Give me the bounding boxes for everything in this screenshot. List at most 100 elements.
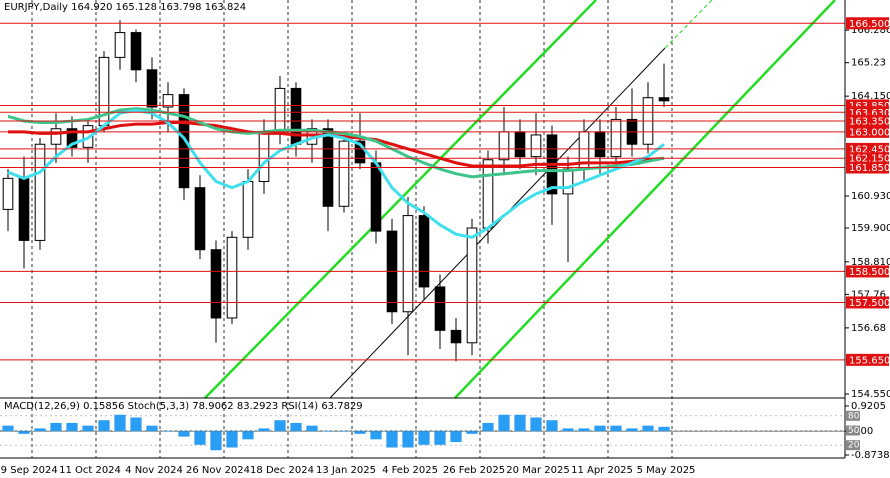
histogram-bar: [658, 426, 670, 432]
histogram-bar: [98, 420, 110, 432]
candle-body: [210, 249, 222, 319]
histogram-bar: [290, 422, 302, 432]
candle-body: [178, 94, 190, 189]
candle-body: [658, 97, 670, 102]
histogram-bar: [338, 431, 350, 432]
histogram-bar: [210, 431, 222, 451]
candle-body: [18, 177, 30, 241]
candle-body: [530, 134, 542, 158]
level-label: 155.650: [849, 355, 890, 366]
candle-body: [498, 131, 510, 161]
level-label: 166.500: [849, 19, 890, 30]
y-tick-label: 159.900: [851, 223, 890, 234]
chart-title: EURJPY,Daily 164.920 165.128 163.798 163…: [4, 2, 246, 13]
histogram-bar: [258, 428, 270, 432]
y-tick-label: 0.00: [851, 426, 873, 437]
grid-layer: [0, 0, 845, 458]
histogram-bar: [402, 431, 414, 448]
histogram-bar: [642, 425, 654, 432]
histogram-bar: [450, 431, 462, 443]
candle-body: [434, 286, 446, 331]
level-label: 157.500: [849, 298, 890, 309]
candle-body: [242, 180, 254, 238]
histogram-bar: [354, 431, 366, 434]
level-tag: [846, 142, 889, 155]
candle-body: [194, 187, 206, 251]
histogram-bar: [562, 428, 574, 432]
x-tick-label: 18 Dec 2024: [250, 465, 314, 476]
level-tag: [846, 353, 889, 366]
x-tick-label: 26 Nov 2024: [186, 465, 250, 476]
candle-body: [562, 168, 574, 195]
y-tick-label: 164.150: [851, 91, 890, 102]
histogram-bar: [146, 425, 158, 432]
histogram-bar: [434, 431, 446, 445]
y-tick-label: 154.550: [851, 389, 890, 400]
histogram-bar: [386, 431, 398, 448]
y-tick-label: 0.9205: [851, 401, 886, 412]
candle-body: [2, 177, 14, 210]
level-label: 163.000: [849, 127, 890, 138]
y2-tick-box: [846, 425, 860, 436]
histogram-bar: [226, 431, 238, 448]
candle-body: [114, 32, 126, 58]
candle-body: [402, 215, 414, 313]
histogram-bar: [162, 431, 174, 432]
histogram-bar: [626, 428, 638, 432]
candle-body: [34, 143, 46, 241]
candle-body: [130, 32, 142, 71]
histogram-bar: [418, 431, 430, 445]
level-label: 162.450: [849, 144, 890, 155]
x-tick-label: 13 Jan 2025: [316, 465, 376, 476]
histogram-bar: [610, 425, 622, 432]
histogram-bar: [498, 414, 510, 432]
level-tag: [846, 17, 889, 30]
histogram-bar: [482, 422, 494, 432]
plot-layer: [0, 20, 845, 451]
candle-body: [482, 159, 494, 229]
histogram-bar: [594, 425, 606, 432]
y-tick-label: 156.68: [851, 323, 886, 334]
level-tag: [846, 161, 889, 174]
candle-body: [370, 162, 382, 232]
level-tag: [846, 152, 889, 165]
histogram-bar: [242, 431, 254, 440]
histogram-bar: [114, 414, 126, 432]
histogram-bar: [82, 425, 94, 432]
candle-body: [450, 329, 462, 344]
candle-body: [338, 140, 350, 207]
histogram-bar: [50, 422, 62, 432]
x-tick-label: 26 Feb 2025: [443, 465, 505, 476]
level-label: 161.850: [849, 163, 890, 174]
histogram-bar: [546, 420, 558, 432]
x-tick-label: 4 Nov 2024: [125, 465, 183, 476]
histogram-bar: [34, 428, 46, 432]
level-label: 163.630: [849, 108, 890, 119]
histogram-bar: [194, 431, 206, 445]
candle-body: [258, 131, 270, 182]
indicator-title: MACD(12,26,9) 0.15856 Stoch(5,3,3) 78.90…: [4, 401, 363, 412]
trend-line: [329, 47, 666, 399]
y2-tick-box: [846, 410, 860, 421]
x-tick-label: 20 Mar 2025: [506, 465, 569, 476]
histogram-bar: [578, 428, 590, 432]
histogram-bar: [370, 431, 382, 440]
y-tick-label: 160.930: [851, 191, 890, 202]
y-tick-label: 166.280: [851, 25, 890, 36]
histogram-bar: [322, 431, 334, 432]
histogram-bar: [466, 431, 478, 434]
candle-body: [418, 215, 430, 288]
candle-body: [66, 128, 78, 148]
level-tag: [846, 114, 889, 127]
histogram-bar: [306, 425, 318, 432]
candle-body: [274, 87, 286, 133]
channel-line: [204, 0, 597, 399]
candle-body: [466, 227, 478, 344]
level-tag: [846, 265, 889, 278]
moving-average: [7, 107, 665, 179]
histogram-bar: [178, 431, 190, 437]
y-tick-label: 165.23: [851, 58, 886, 69]
